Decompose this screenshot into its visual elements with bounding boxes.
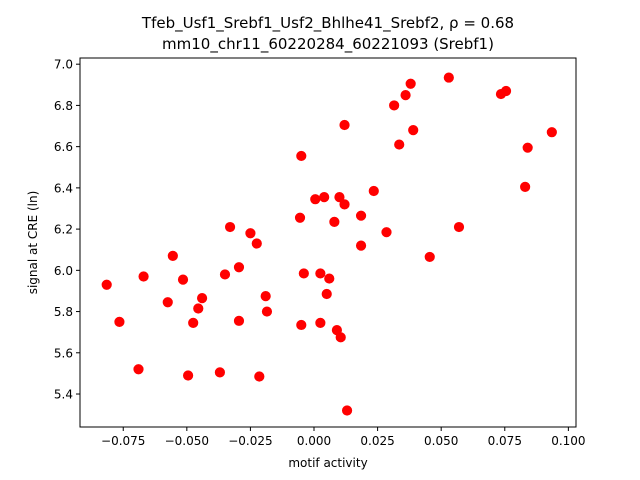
data-point	[233, 315, 245, 326]
data-point	[138, 271, 149, 282]
chart-title-line1: Tfeb_Usf1_Srebf1_Usf2_Bhlhe41_Srebf2, ρ …	[141, 14, 514, 33]
data-point	[500, 85, 512, 97]
data-point	[188, 317, 199, 328]
data-point	[453, 221, 465, 233]
data-point	[355, 240, 367, 251]
x-tick-label: −0.050	[165, 434, 209, 448]
data-point	[193, 303, 204, 314]
data-point	[296, 319, 307, 331]
data-point	[315, 317, 326, 328]
data-point	[324, 273, 335, 284]
data-point	[251, 238, 262, 249]
y-tick-label: 7.0	[54, 58, 73, 72]
data-point	[400, 90, 411, 101]
data-point	[310, 194, 321, 205]
y-tick-label: 6.2	[54, 223, 73, 237]
x-axis-label: motif activity	[288, 456, 367, 470]
data-point	[101, 279, 112, 290]
x-tick-label: −0.075	[101, 434, 145, 448]
x-axis-ticks: −0.075 −0.050 −0.025 0.000 0.025 0.050 0.075 0.…	[101, 427, 586, 448]
data-point	[214, 367, 225, 378]
data-point	[339, 199, 350, 210]
data-point	[394, 139, 405, 150]
data-point	[183, 370, 194, 381]
y-tick-label: 5.8	[54, 305, 73, 319]
data-point	[408, 125, 419, 136]
data-point	[339, 119, 350, 131]
data-point	[315, 268, 326, 279]
data-point	[522, 142, 533, 153]
data-point	[329, 216, 340, 227]
x-tick-label: −0.025	[228, 434, 272, 448]
data-point	[341, 405, 353, 416]
data-point	[177, 274, 189, 285]
data-point	[219, 269, 231, 280]
data-point	[294, 212, 306, 223]
plot-area-frame	[79, 57, 577, 428]
data-points	[101, 72, 557, 416]
y-tick-label: 6.6	[54, 140, 73, 154]
data-point	[389, 100, 400, 111]
data-point	[355, 210, 367, 221]
data-point	[298, 268, 309, 279]
data-point	[334, 192, 345, 203]
data-point	[167, 250, 178, 261]
data-point	[520, 181, 531, 192]
data-point	[319, 192, 330, 203]
x-tick-label: 0.000	[297, 434, 331, 448]
data-point	[424, 251, 435, 263]
y-tick-label: 6.4	[54, 181, 73, 195]
data-point	[260, 290, 271, 302]
y-tick-label: 5.6	[54, 346, 73, 360]
data-point	[196, 293, 208, 304]
chart-title-line2: mm10_chr11_60220284_60221093 (Srebf1)	[162, 35, 494, 54]
data-point	[321, 288, 332, 300]
y-axis-label: signal at CRE (ln)	[26, 191, 40, 295]
y-tick-label: 5.4	[54, 388, 73, 402]
data-point	[296, 150, 307, 162]
data-point	[254, 371, 265, 382]
data-point	[162, 297, 173, 308]
data-point	[224, 221, 236, 233]
data-point	[133, 364, 144, 375]
y-tick-label: 6.8	[54, 99, 73, 113]
data-point	[546, 127, 557, 138]
data-point	[245, 228, 256, 239]
x-tick-label: 0.075	[488, 434, 522, 448]
data-point	[335, 332, 346, 343]
data-point	[443, 72, 454, 83]
y-axis-ticks: 5.4 5.6 5.8 6.0 6.2 6.4 6.6 6.8 7.0	[54, 58, 80, 402]
y-tick-label: 6.0	[54, 264, 73, 278]
x-tick-label: 0.100	[551, 434, 585, 448]
x-tick-label: 0.050	[424, 434, 458, 448]
data-point	[405, 78, 416, 89]
data-point	[233, 262, 245, 273]
x-tick-label: 0.025	[360, 434, 394, 448]
data-point	[368, 185, 379, 197]
data-point	[114, 316, 125, 327]
data-point	[261, 306, 273, 317]
data-point	[381, 227, 392, 238]
